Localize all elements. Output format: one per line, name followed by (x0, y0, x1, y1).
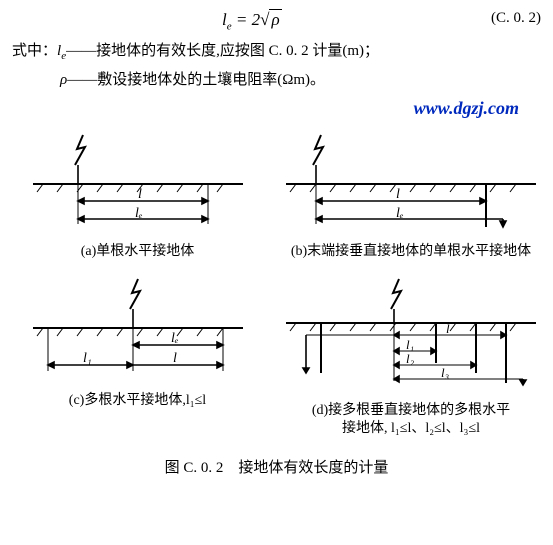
svg-text:l: l (173, 351, 177, 366)
svg-text:lₑ: lₑ (135, 206, 143, 221)
cell-b: l lₑ (b)末端接垂直接地体的单根水平接地体 (281, 129, 541, 261)
svg-text:l: l (138, 187, 142, 202)
diagram-a: l lₑ (23, 129, 253, 239)
formula-row: le = 2√ρ (C. 0. 2) (12, 10, 541, 38)
diagram-c: lₑ l₁ l (23, 273, 253, 388)
diagram-b: l lₑ (281, 129, 541, 239)
svg-text:l₃: l₃ (441, 365, 449, 380)
cell-a: l lₑ (a)单根水平接地体 (12, 129, 263, 261)
svg-text:l: l (396, 187, 400, 202)
expl-line-2: ρ——敷设接地体处的土壤电阻率(Ωm)。 (12, 67, 541, 94)
cap-a: (a)单根水平接地体 (12, 243, 263, 261)
cap-d: (d)接多根垂直接地体的多根水平 接地体, l₁≤l、l₂≤l、l₃≤l (281, 402, 541, 438)
diagram-grid: l lₑ (a)单根水平接地体 l lₑ (12, 129, 541, 439)
cell-c: lₑ l₁ l (c)多根水平接地体,l₁≤l (12, 273, 263, 438)
eq-number: (C. 0. 2) (491, 10, 541, 27)
cell-d: l l₁ l₂ l₃ (d)接多根垂直接地体的多根水平 接地体, l₁≤l、l₂… (281, 273, 541, 438)
figure-caption: 图 C. 0. 2 接地体有效长度的计量 (12, 456, 541, 477)
cap-b: (b)末端接垂直接地体的单根水平接地体 (281, 243, 541, 261)
svg-text:l: l (446, 321, 450, 336)
svg-text:l₁: l₁ (83, 351, 92, 366)
svg-text:l₁: l₁ (406, 337, 414, 352)
formula: le = 2√ρ (222, 10, 282, 32)
expl-line-1: 式中：le——接地体的有效长度,应按图 C. 0. 2 计量(m)； (12, 38, 541, 67)
svg-text:lₑ: lₑ (396, 206, 404, 221)
sqrt: √ρ (260, 10, 282, 30)
explanation: 式中：le——接地体的有效长度,应按图 C. 0. 2 计量(m)； ρ——敷设… (12, 38, 541, 94)
svg-text:lₑ: lₑ (171, 331, 179, 346)
svg-text:l₂: l₂ (406, 351, 415, 366)
diagram-d: l l₁ l₂ l₃ (281, 273, 541, 398)
eq: = 2 (232, 10, 260, 29)
watermark: www.dgzj.com (12, 98, 541, 119)
cap-c: (c)多根水平接地体,l₁≤l (12, 392, 263, 410)
